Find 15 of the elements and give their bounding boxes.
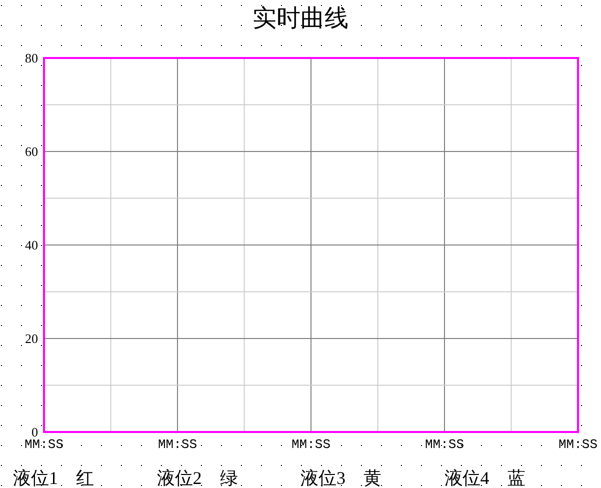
x-tick-label: MM:SS — [291, 437, 331, 452]
x-tick-label: MM:SS — [558, 437, 598, 452]
y-tick-label: 40 — [25, 238, 38, 253]
text: 液位3 黄 — [300, 468, 382, 488]
y-tick-label: 0 — [32, 424, 38, 440]
text: 液位2 绿 — [156, 468, 238, 488]
y-tick-label: 80 — [25, 50, 38, 66]
text: 液位1 红 — [13, 468, 94, 488]
y-tick-label: 60 — [25, 144, 38, 160]
x-tick-label: MM:SS — [24, 437, 64, 452]
y-tick-label: 20 — [25, 331, 38, 346]
text: 液位4 蓝 — [444, 468, 526, 488]
chart-title: 实时曲线 — [252, 5, 348, 32]
x-tick-label: MM:SS — [158, 437, 198, 452]
x-tick-label: MM:SS — [424, 437, 464, 452]
